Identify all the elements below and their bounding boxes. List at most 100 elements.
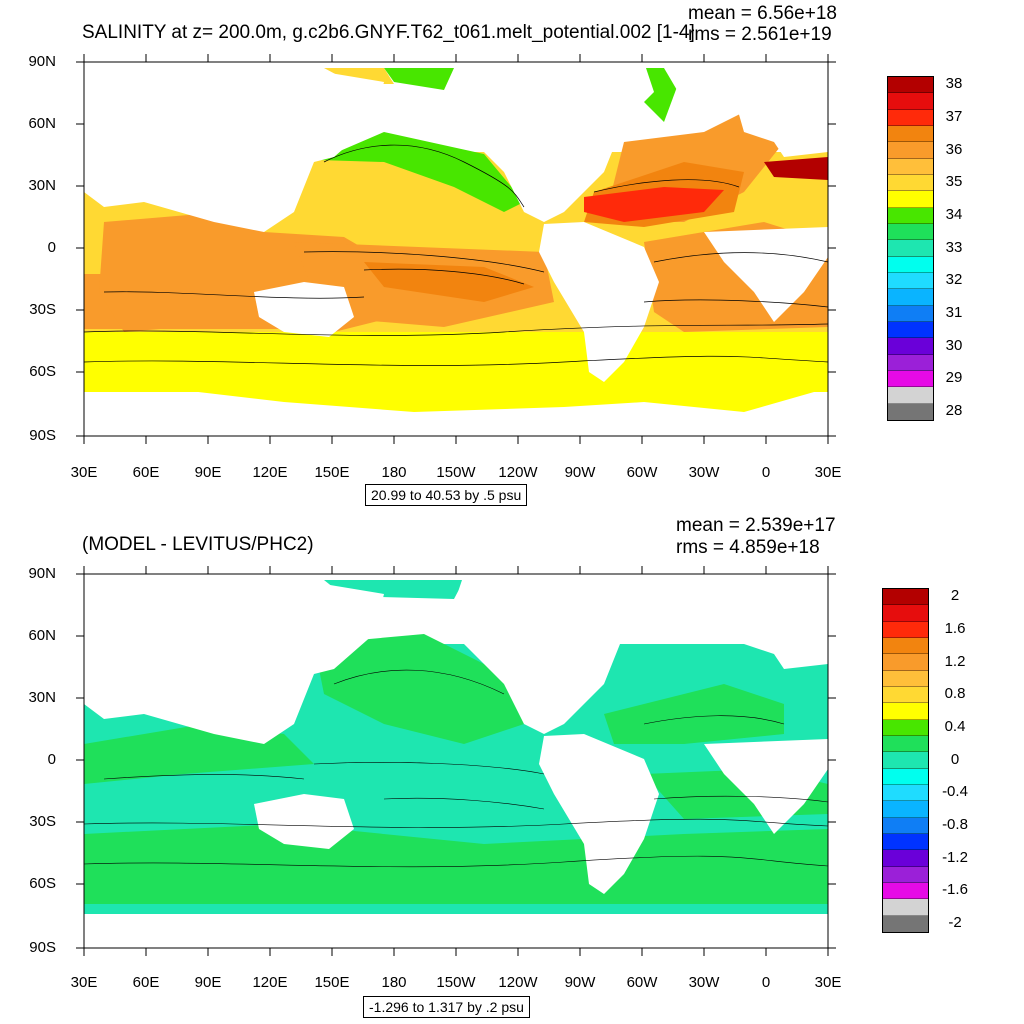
top-land-antarctica-edge [84, 388, 828, 412]
top-salinity-patch [584, 187, 724, 222]
bottom-ticks [76, 566, 836, 956]
lon-label: 60E [132, 974, 160, 991]
top-land-greenland [664, 68, 754, 122]
top-land-australia [254, 282, 354, 337]
colorbar-label: 1.2 [944, 652, 966, 670]
lon-label: 120W [498, 974, 538, 991]
colorbar-swatch [888, 93, 933, 110]
top-land-antarctica [84, 392, 828, 436]
lon-label: 0 [761, 974, 771, 991]
colorbar-label: -1.6 [942, 881, 968, 899]
colorbar-swatch [888, 305, 933, 322]
colorbar-swatch [883, 687, 928, 704]
bottom-title: (MODEL - LEVITUS/PHC2) [82, 534, 314, 555]
colorbar-label: -0.4 [942, 783, 968, 801]
colorbar-swatch [883, 703, 928, 720]
colorbar-swatch [888, 273, 933, 290]
lon-label: 30E [814, 974, 842, 991]
bottom-land-antarctica [84, 914, 828, 948]
colorbar-swatch [883, 915, 928, 932]
bottom-land-asia [84, 574, 384, 744]
lon-label: 120E [252, 464, 288, 481]
top-salinity-patch [324, 68, 394, 84]
lat-label: 30N [28, 177, 56, 194]
lat-label: 0 [47, 751, 56, 768]
bottom-land-europe [724, 574, 828, 669]
bottom-land-greenland [664, 580, 754, 634]
top-contour [303, 251, 545, 273]
colorbar-swatch [888, 289, 933, 306]
bottom-anomaly-patch [84, 824, 828, 904]
bottom-anomaly-patch [314, 634, 524, 744]
lon-label: 150E [314, 974, 350, 991]
top-ocean-band [84, 332, 828, 402]
lat-label: 90N [28, 53, 56, 70]
top-mean: mean = 6.56e+18 [688, 3, 837, 24]
lon-label: 90E [194, 974, 222, 991]
colorbar-label: 34 [945, 205, 963, 223]
colorbar-label: 35 [945, 173, 963, 191]
colorbar-swatch [888, 77, 933, 94]
lon-label: 60E [132, 464, 160, 481]
top-contour [593, 179, 740, 193]
top-contour [84, 323, 828, 336]
colorbar-swatch [883, 589, 928, 606]
lat-label: 30N [28, 689, 56, 706]
colorbar-swatch [888, 371, 933, 388]
bottom-contour [313, 762, 545, 775]
bottom-contour [383, 797, 545, 810]
bottom-contour [84, 855, 828, 868]
lon-label: 60W [626, 464, 658, 481]
bottom-colorbar-labels: 2 1.6 1.2 0.8 0.4 0 -0.4 -0.8 -1.2 -1.6 -2 [933, 587, 977, 931]
bottom-contour [653, 795, 828, 803]
top-title: SALINITY at z= 200.0m, g.c2b6.GNYF.T62_t… [82, 22, 695, 43]
colorbar-swatch [888, 256, 933, 273]
lon-label: 90W [564, 464, 596, 481]
lon-label: 150W [436, 464, 476, 481]
colorbar-label: -2 [948, 913, 962, 931]
lon-label: 150W [436, 974, 476, 991]
top-salinity-patch [319, 132, 524, 212]
lat-label: 30S [29, 813, 56, 830]
colorbar-swatch [883, 899, 928, 916]
top-rms: rms = 2.561e+19 [688, 24, 832, 45]
colorbar-label: 28 [945, 401, 963, 419]
top-contour [323, 144, 525, 208]
lon-label: 120W [498, 464, 538, 481]
top-land-europe [724, 62, 828, 157]
colorbar-label: 30 [945, 336, 963, 354]
colorbar-swatch [883, 605, 928, 622]
top-land-africa [704, 227, 828, 322]
colorbar-swatch [888, 224, 933, 241]
colorbar-label: 36 [945, 140, 963, 158]
lon-label: 30E [814, 464, 842, 481]
colorbar-swatch [888, 338, 933, 355]
lon-label: 30E [70, 974, 98, 991]
colorbar-swatch [883, 736, 928, 753]
bottom-land-africa [704, 739, 828, 834]
top-contour [363, 268, 525, 285]
colorbar-label: 0 [950, 750, 960, 768]
colorbar-label: 31 [945, 303, 963, 321]
lon-label: 180 [381, 974, 407, 991]
top-map [76, 54, 836, 444]
bottom-rms: rms = 4.859e+18 [676, 537, 820, 558]
colorbar-label: 33 [945, 238, 963, 256]
colorbar-label: 1.6 [944, 619, 966, 637]
lat-label: 90S [29, 939, 56, 956]
lon-label: 30W [688, 974, 720, 991]
top-colorbar-labels: 38 37 36 35 34 33 32 31 30 29 28 [932, 75, 976, 419]
top-range-label: 20.99 to 40.53 by .5 psu [365, 484, 528, 506]
colorbar-swatch [883, 850, 928, 867]
top-salinity-patch [764, 157, 828, 180]
colorbar-swatch [888, 126, 933, 143]
colorbar-swatch [883, 801, 928, 818]
colorbar-swatch [888, 109, 933, 126]
colorbar-swatch [883, 638, 928, 655]
colorbar-swatch [883, 752, 928, 769]
colorbar-swatch [883, 719, 928, 736]
colorbar-swatch [888, 240, 933, 257]
top-land-south-america [539, 222, 659, 382]
bottom-colorbar [882, 588, 929, 933]
colorbar-swatch [888, 142, 933, 159]
